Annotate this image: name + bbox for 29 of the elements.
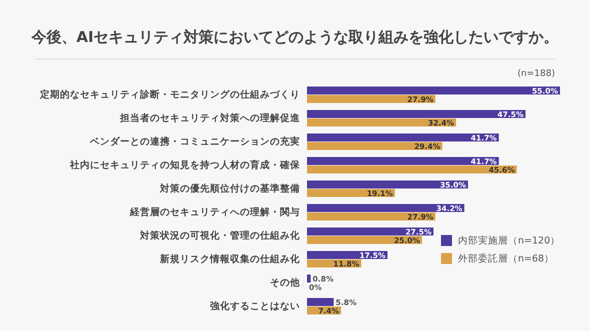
bar — [307, 110, 526, 118]
bar — [307, 142, 442, 150]
bar — [307, 236, 422, 244]
y-tick-label: 担当者のセキュリティ対策への理解促進 — [119, 112, 301, 124]
y-tick-label: 新規リスク情報収集の仕組み化 — [159, 253, 301, 266]
chart-title: 今後、AIセキュリティ対策においてどのような取り組みを強化したいですか。 — [30, 28, 559, 46]
y-tick-label: 経営層のセキュリティへの理解・関与 — [129, 206, 300, 218]
bar — [307, 298, 334, 306]
bar — [307, 180, 468, 188]
y-tick-label: その他 — [270, 276, 301, 289]
bar — [307, 274, 311, 282]
bar — [307, 204, 464, 212]
bar — [307, 95, 436, 103]
bar — [307, 134, 499, 142]
text: (n=188) — [518, 69, 555, 79]
y-tick-label: 強化することはない — [210, 300, 300, 312]
bar — [307, 166, 517, 174]
bar — [307, 86, 560, 94]
bar — [307, 228, 434, 236]
bar — [307, 157, 499, 165]
y-tick-label: 社内にセキュリティの知見を持つ人材の育成・確保 — [69, 159, 301, 172]
legend-label: 内部実施層（n=120） — [458, 234, 560, 247]
y-tick-label: ベンダーとの連携・コミュニケーションの充実 — [89, 136, 300, 148]
y-tick-label: 対策状況の可視化・管理の仕組み化 — [139, 230, 301, 242]
y-tick-label: 定期的なセキュリティ診断・モニタリングの仕組みづくり — [39, 88, 300, 101]
bar — [307, 212, 436, 220]
y-tick-label: 対策の優先順位付けの基準整備 — [159, 182, 300, 195]
legend-label: 外部委託層（n=68） — [458, 252, 554, 265]
bar — [307, 118, 456, 126]
